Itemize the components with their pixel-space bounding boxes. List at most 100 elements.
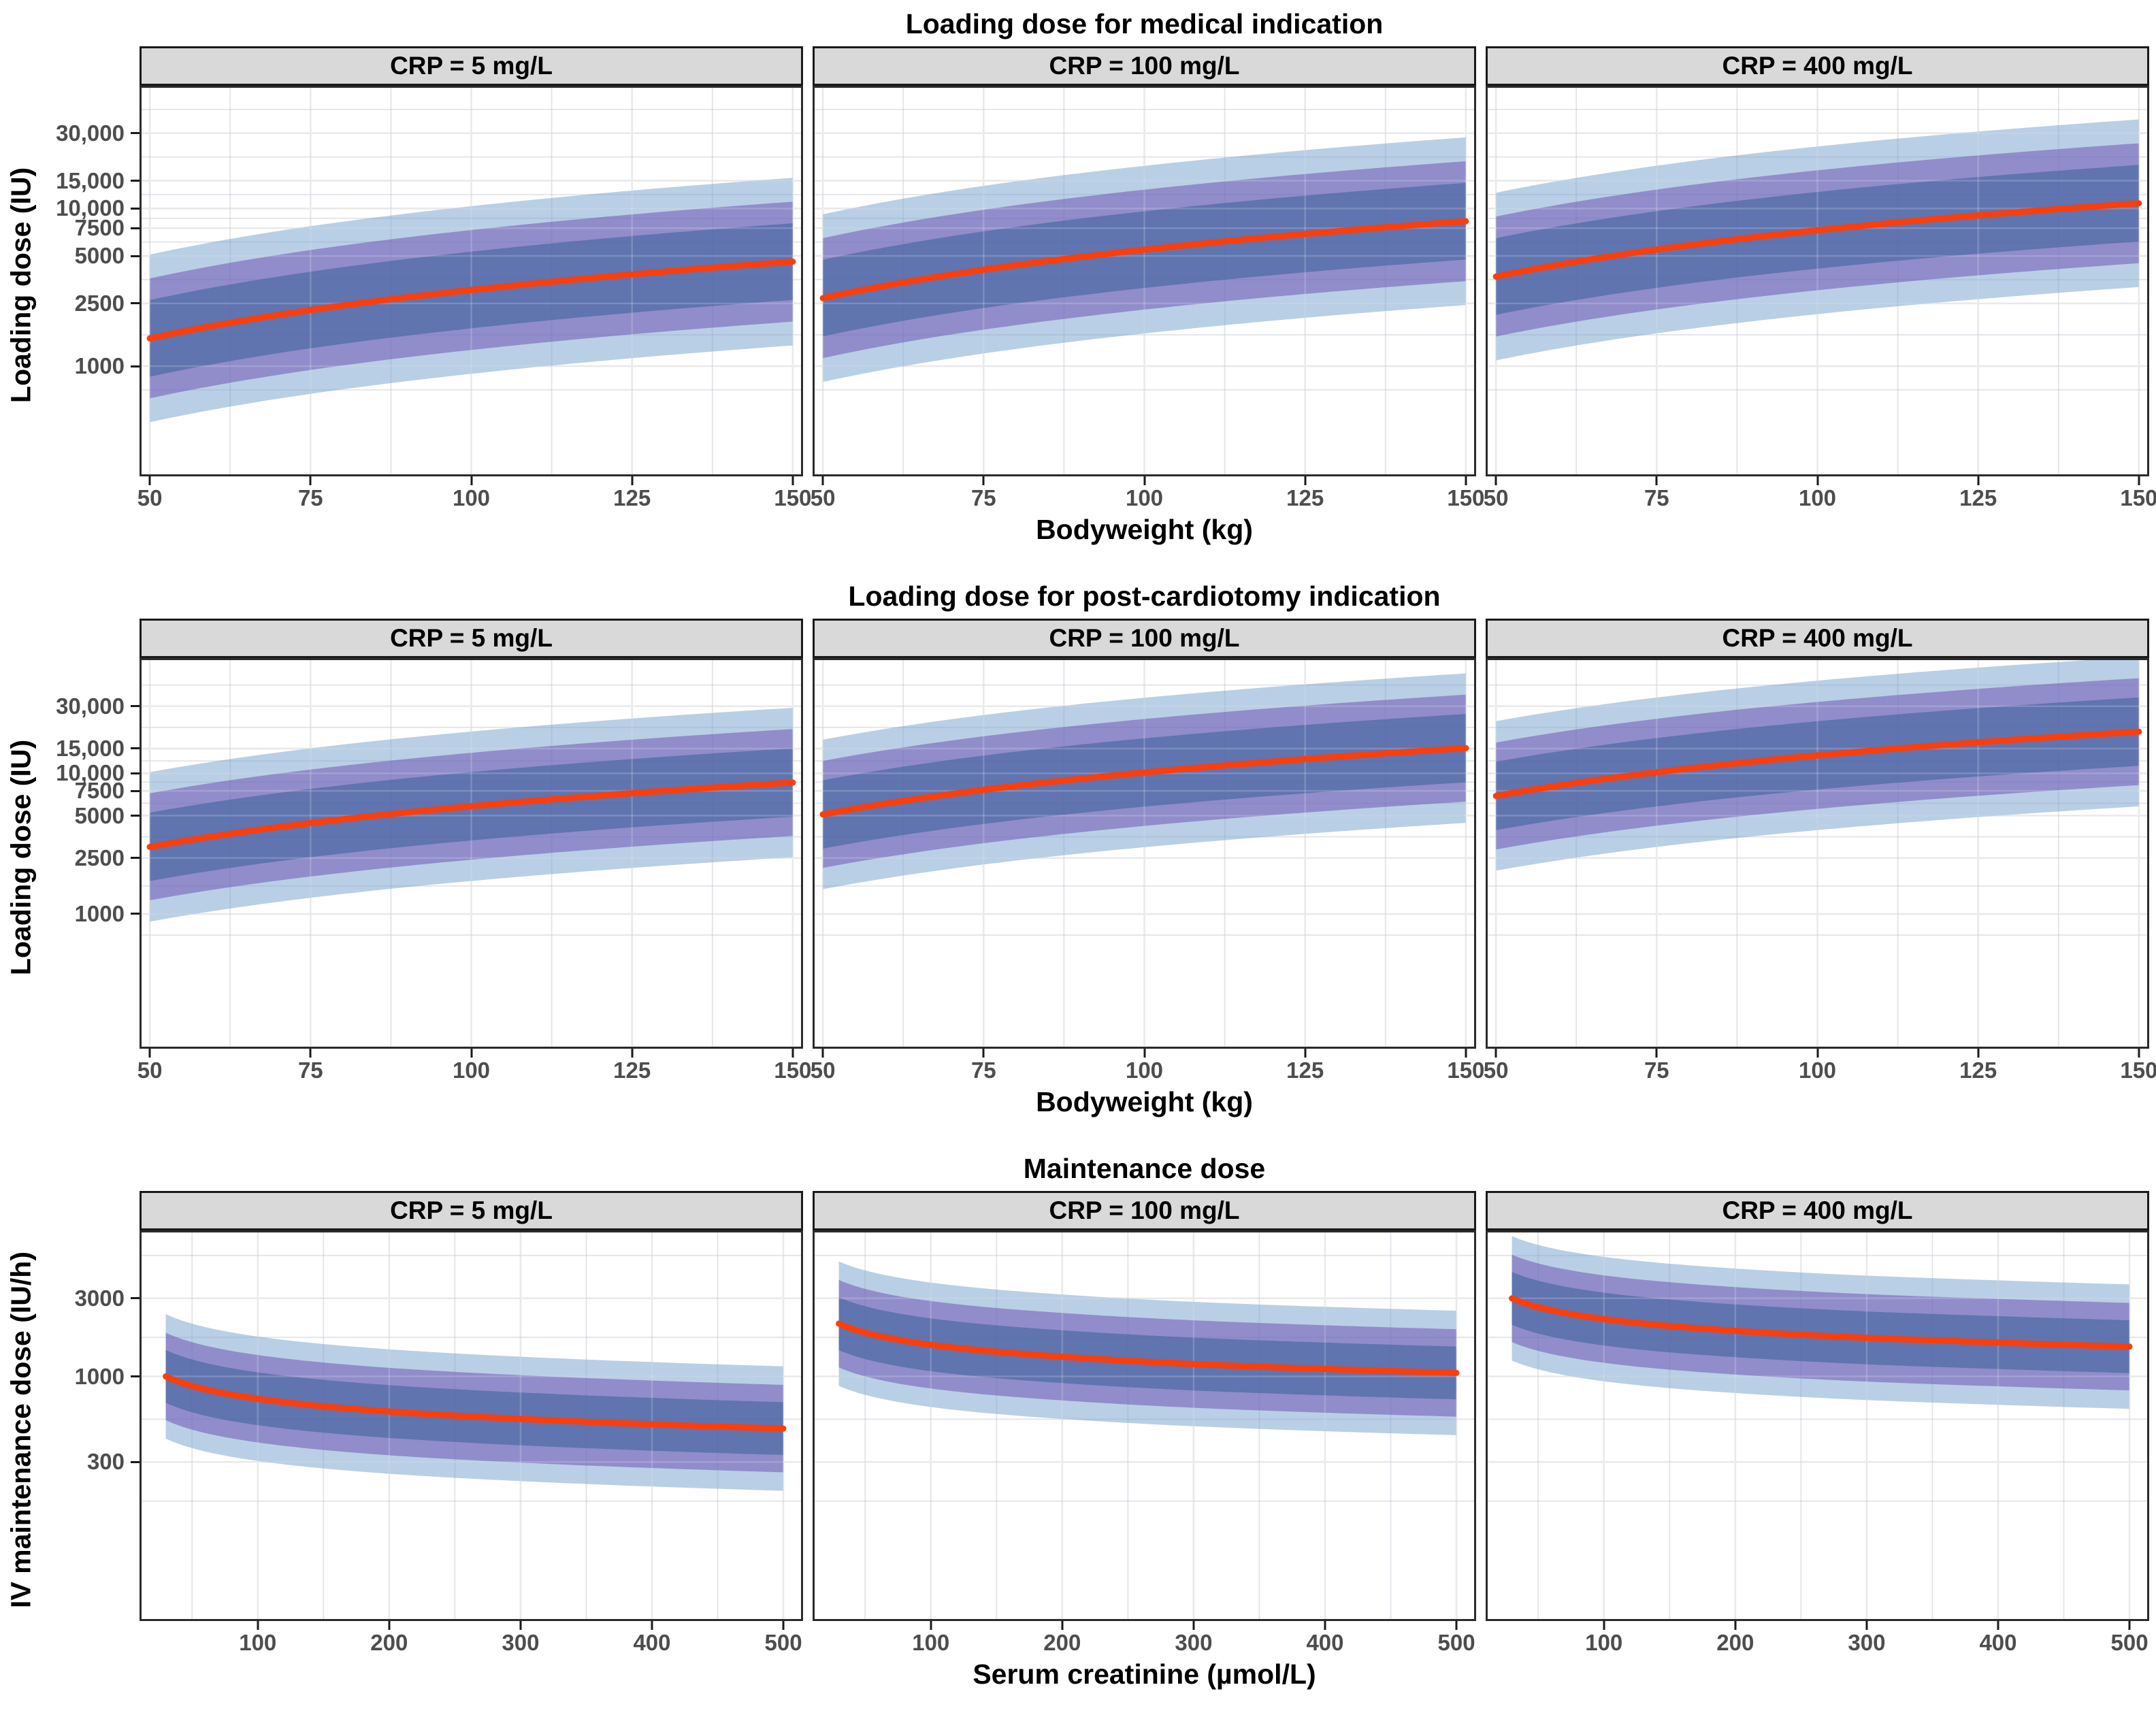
facet-strip: CRP = 400 mg/L: [1486, 46, 2149, 86]
x-tick-label: 125: [1286, 485, 1324, 510]
y-tick-label: 30,000: [56, 693, 125, 719]
y-axis-title: Loading dose (IU): [5, 167, 37, 404]
x-tick-label: 200: [1716, 1630, 1754, 1655]
x-axis-ticks: 100 200 300 400 500: [813, 1621, 1476, 1655]
x-tick-mark: [257, 1621, 259, 1630]
facet-strip: CRP = 100 mg/L: [813, 1191, 1476, 1230]
y-tick-mark: [131, 815, 140, 817]
x-tick-label: 125: [1959, 485, 1997, 510]
x-axis-ticks: 50 75 100 125 150: [1484, 476, 2156, 510]
x-tick-label: 75: [970, 485, 996, 510]
y-tick-label: 1000: [74, 900, 125, 926]
x-tick-label: 100: [1125, 485, 1164, 510]
y-tick-mark: [131, 857, 140, 860]
x-tick-mark: [791, 1049, 794, 1058]
x-tick-label: 150: [2120, 1058, 2156, 1083]
y-tick-mark: [131, 180, 140, 182]
x-tick-mark: [1192, 1621, 1195, 1630]
x-tick-mark: [982, 1049, 985, 1058]
y-tick-mark: [131, 772, 140, 774]
y-tick-label: 10,000: [56, 760, 125, 786]
x-tick-mark: [782, 1621, 785, 1630]
plot-area: [1486, 86, 2149, 476]
x-axis-ticks: 50 75 100 125 150: [1483, 1049, 2156, 1083]
y-tick-mark: [131, 1460, 140, 1463]
x-tick-label: 75: [970, 1058, 996, 1083]
x-tick-label: 100: [1798, 485, 1837, 510]
facet-strip: CRP = 5 mg/L: [140, 619, 803, 658]
x-tick-label: 200: [1043, 1630, 1081, 1655]
x-tick-mark: [631, 1049, 634, 1058]
x-tick-label: 100: [1585, 1630, 1623, 1655]
x-tick-label: 300: [1175, 1630, 1213, 1655]
row-loading-post-cardiotomy: Loading dose for post-cardiotomy indicat…: [0, 572, 2156, 1145]
x-tick-label: 125: [1286, 1058, 1324, 1083]
y-tick-mark: [131, 913, 140, 915]
x-tick-mark: [1655, 476, 1658, 485]
x-tick-mark: [1977, 1049, 1980, 1058]
x-tick-label: 500: [764, 1630, 802, 1655]
x-tick-label: 500: [2110, 1630, 2149, 1655]
x-tick-label: 400: [633, 1630, 671, 1655]
x-tick-mark: [1655, 1049, 1658, 1058]
y-tick-mark: [131, 132, 140, 135]
x-tick-label: 500: [1437, 1630, 1475, 1655]
y-tick-label: 15,000: [56, 167, 125, 193]
x-tick-mark: [631, 476, 634, 485]
facet-strip: CRP = 100 mg/L: [813, 619, 1476, 658]
x-tick-label: 100: [1798, 1058, 1837, 1083]
x-tick-mark: [1324, 1621, 1326, 1630]
row-maintenance: Maintenance dose IV maintenance dose (IU…: [0, 1145, 2156, 1717]
x-axis-title: Bodyweight (kg): [1036, 1086, 1253, 1117]
plot-area: [813, 658, 1476, 1049]
x-tick-label: 400: [1979, 1630, 2017, 1655]
y-tick-mark: [131, 207, 140, 210]
x-tick-mark: [1465, 1049, 1467, 1058]
y-tick-mark: [131, 227, 140, 229]
y-tick-label: 1000: [74, 1363, 125, 1389]
x-axis-ticks: 100 200 300 400 500: [1486, 1621, 2149, 1655]
x-tick-label: 400: [1306, 1630, 1344, 1655]
x-tick-label: 50: [137, 1058, 163, 1083]
y-axis-ticks: 300 1000 3000: [39, 1191, 140, 1652]
x-tick-label: 100: [1125, 1058, 1164, 1083]
y-axis-title-column: Loading dose (IU): [3, 619, 39, 1080]
x-tick-label: 75: [297, 1058, 323, 1083]
x-tick-label: 100: [239, 1630, 277, 1655]
y-axis-title: Loading dose (IU): [5, 739, 37, 976]
row-title-maintenance: Maintenance dose: [1023, 1153, 1266, 1184]
x-tick-mark: [1465, 476, 1467, 485]
x-tick-mark: [309, 476, 312, 485]
x-tick-mark: [982, 476, 985, 485]
x-tick-mark: [1061, 1621, 1064, 1630]
plot-area: [813, 86, 1476, 476]
y-tick-mark: [131, 747, 140, 750]
x-tick-label: 125: [613, 485, 651, 510]
x-tick-mark: [2138, 476, 2140, 485]
plot-area: [1486, 1230, 2149, 1621]
x-tick-label: 100: [912, 1630, 950, 1655]
y-tick-mark: [131, 302, 140, 305]
x-tick-label: 50: [1483, 1058, 1509, 1083]
x-tick-label: 300: [1848, 1630, 1886, 1655]
x-tick-label: 50: [810, 1058, 836, 1083]
x-tick-mark: [1734, 1621, 1737, 1630]
x-tick-mark: [930, 1621, 932, 1630]
row-body-maintenance: IV maintenance dose (IU/h) 300 1000 3000 C…: [3, 1191, 2156, 1655]
panel-strip-row: CRP = 5 mg/L 50 75 100 125 150 CRP = 100 mg/…: [137, 619, 2156, 1083]
row-body-post-cardiotomy: Loading dose (IU) 1000 2500 5000 7500 10,000…: [3, 619, 2156, 1083]
y-tick-label: 1000: [74, 353, 125, 379]
x-tick-mark: [1865, 1621, 1868, 1630]
x-tick-mark: [309, 1049, 312, 1058]
y-tick-label: 15,000: [56, 735, 125, 761]
x-tick-mark: [1143, 1049, 1145, 1058]
x-tick-mark: [1494, 476, 1497, 485]
x-tick-mark: [1816, 1049, 1818, 1058]
x-tick-mark: [519, 1621, 522, 1630]
x-tick-mark: [148, 476, 151, 485]
y-tick-mark: [131, 1375, 140, 1378]
x-tick-mark: [1816, 476, 1818, 485]
x-tick-label: 200: [370, 1630, 408, 1655]
x-tick-mark: [821, 476, 824, 485]
